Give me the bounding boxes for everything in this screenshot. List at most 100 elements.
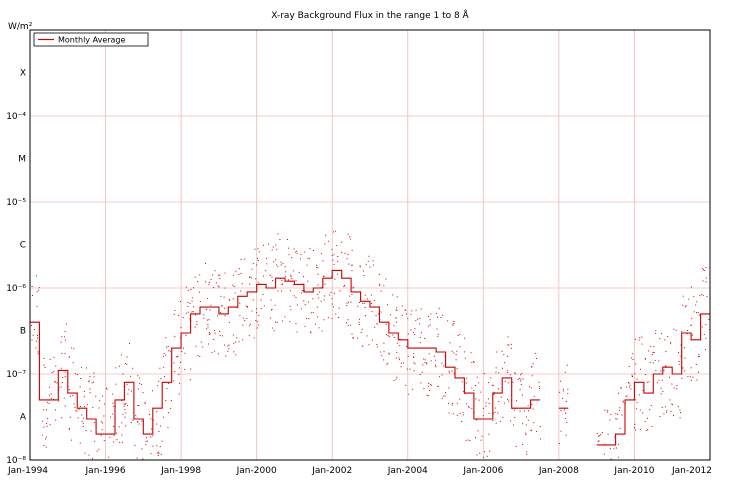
daily-flux-point — [333, 263, 335, 265]
daily-flux-point — [191, 311, 193, 313]
daily-flux-point — [56, 382, 58, 384]
daily-flux-point — [476, 454, 478, 456]
daily-flux-point — [120, 354, 122, 356]
daily-flux-point — [331, 298, 333, 300]
daily-flux-point — [648, 381, 650, 383]
legend-box — [33, 32, 149, 47]
daily-flux-point — [705, 277, 707, 279]
daily-flux-point — [430, 313, 432, 315]
daily-flux-point — [520, 374, 522, 376]
daily-flux-point — [488, 433, 490, 435]
daily-flux-point — [125, 402, 127, 404]
daily-flux-point — [160, 453, 162, 455]
daily-flux-point — [144, 402, 146, 404]
daily-flux-point — [51, 372, 53, 374]
daily-flux-point — [82, 425, 84, 427]
daily-flux-point — [457, 335, 459, 337]
daily-flux-point — [636, 378, 638, 380]
daily-flux-point — [116, 432, 118, 434]
daily-flux-point — [145, 444, 147, 446]
daily-flux-point — [323, 319, 325, 321]
daily-flux-point — [496, 351, 498, 353]
daily-flux-point — [618, 443, 620, 445]
daily-flux-point — [455, 359, 457, 361]
daily-flux-point — [512, 381, 514, 383]
daily-flux-point — [634, 423, 636, 425]
daily-flux-point — [102, 395, 104, 397]
daily-flux-point — [199, 291, 201, 293]
daily-flux-point — [346, 302, 348, 304]
daily-flux-point — [465, 382, 467, 384]
x-tick-label: Jan-2012 — [671, 466, 712, 476]
daily-flux-point — [282, 262, 284, 264]
daily-flux-point — [678, 363, 680, 365]
daily-flux-point — [275, 321, 277, 323]
daily-flux-point — [644, 358, 646, 360]
daily-flux-point — [478, 399, 480, 401]
daily-flux-point — [459, 398, 461, 400]
daily-flux-point — [144, 401, 146, 403]
daily-flux-point — [193, 306, 195, 308]
daily-flux-point — [61, 417, 63, 419]
daily-flux-point — [308, 318, 310, 320]
daily-flux-point — [90, 430, 92, 432]
daily-flux-point — [379, 284, 381, 286]
daily-flux-point — [521, 394, 523, 396]
daily-flux-point — [395, 309, 397, 311]
daily-flux-point — [558, 442, 560, 444]
daily-flux-point — [102, 422, 104, 424]
daily-flux-point — [699, 355, 701, 357]
daily-flux-point — [165, 400, 167, 402]
daily-flux-point — [479, 452, 481, 454]
daily-flux-point — [444, 395, 446, 397]
daily-flux-point — [396, 296, 398, 298]
daily-flux-point — [413, 353, 415, 355]
daily-flux-point — [686, 330, 688, 332]
daily-flux-point — [462, 414, 464, 416]
daily-flux-point — [168, 350, 170, 352]
daily-flux-point — [380, 351, 382, 353]
daily-flux-point — [156, 445, 158, 447]
daily-flux-point — [663, 413, 665, 415]
daily-flux-point — [566, 421, 568, 423]
daily-flux-point — [286, 239, 288, 241]
daily-flux-point — [565, 434, 567, 436]
daily-flux-point — [43, 364, 45, 366]
daily-flux-point — [36, 334, 38, 336]
daily-flux-point — [616, 418, 618, 420]
daily-flux-point — [622, 400, 624, 402]
daily-flux-point — [699, 295, 701, 297]
daily-flux-point — [72, 395, 74, 397]
daily-flux-point — [236, 307, 238, 309]
daily-flux-point — [475, 384, 477, 386]
daily-flux-point — [703, 333, 705, 335]
daily-flux-point — [214, 330, 216, 332]
daily-flux-point — [670, 410, 672, 412]
daily-flux-point — [419, 318, 421, 320]
daily-flux-point — [321, 330, 323, 332]
daily-flux-point — [609, 419, 611, 421]
daily-flux-point — [600, 434, 602, 436]
daily-flux-point — [477, 430, 479, 432]
daily-flux-point — [206, 298, 208, 300]
daily-flux-point — [396, 321, 398, 323]
daily-flux-point — [599, 435, 601, 437]
daily-flux-point — [115, 383, 117, 385]
daily-flux-point — [42, 420, 44, 422]
daily-flux-point — [270, 299, 272, 301]
daily-flux-point — [31, 325, 33, 327]
daily-flux-point — [64, 405, 66, 407]
daily-flux-point — [653, 352, 655, 354]
daily-flux-point — [319, 291, 321, 293]
daily-flux-point — [642, 412, 644, 414]
daily-flux-point — [529, 386, 531, 388]
daily-flux-point — [95, 395, 97, 397]
daily-flux-point — [215, 282, 217, 284]
daily-flux-point — [177, 314, 179, 316]
daily-flux-point — [217, 353, 219, 355]
daily-flux-point — [486, 455, 488, 457]
daily-flux-point — [468, 405, 470, 407]
daily-flux-point — [33, 328, 35, 330]
daily-flux-point — [429, 324, 431, 326]
daily-flux-point — [693, 311, 695, 313]
